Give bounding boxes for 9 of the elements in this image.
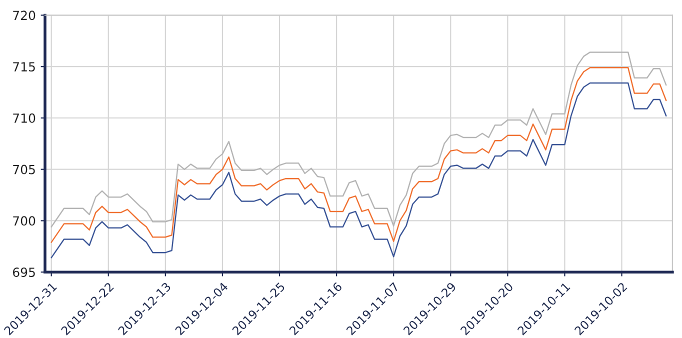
y-tick-label: 715 — [13, 62, 35, 72]
y-tick-label: 695 — [13, 268, 35, 278]
line-series — [50, 66, 667, 243]
y-tick-label: 700 — [13, 216, 36, 226]
y-tick-label: 720 — [13, 10, 36, 20]
y-tick-label: 705 — [13, 164, 35, 174]
line-series — [50, 52, 667, 228]
y-tick-label: 710 — [13, 113, 36, 123]
line-series — [50, 82, 667, 258]
